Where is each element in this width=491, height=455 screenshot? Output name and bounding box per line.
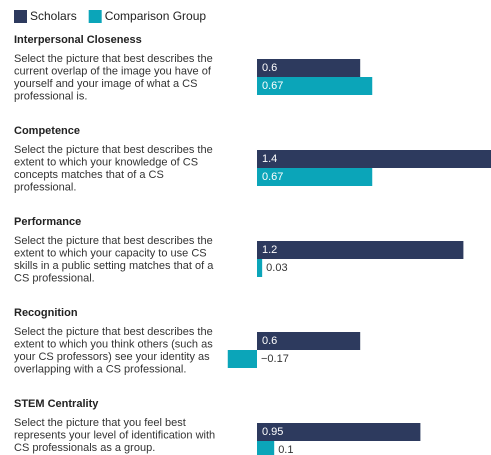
description-line: yourself and your image of what a CS (14, 78, 197, 90)
description-line: extent to which your knowledge of CS (14, 156, 198, 168)
description-line: CS professional. (14, 272, 95, 284)
description-line: represents your level of identification … (14, 429, 215, 441)
section-title: Performance (14, 216, 81, 228)
legend-swatch (88, 10, 102, 23)
bar (257, 168, 373, 186)
value-label: −0.17 (261, 353, 289, 365)
bar (257, 423, 421, 441)
bar (257, 259, 263, 277)
legend-swatch (14, 10, 27, 23)
description-line: Select the picture that best describes t… (14, 53, 213, 65)
value-label: 0.03 (266, 262, 287, 274)
bar (257, 77, 373, 95)
description-line: extent to which you think others (such a… (14, 338, 213, 350)
description-line: Select the picture that you feel best (14, 417, 186, 429)
bar (257, 241, 464, 259)
description-line: professional. (14, 181, 76, 193)
bar (257, 332, 361, 350)
description-line: Select the picture that best describes t… (14, 235, 213, 247)
description-line: concepts matches that of a CS (14, 169, 164, 181)
value-label: 0.67 (262, 80, 283, 92)
value-label: 0.67 (262, 171, 283, 183)
bar (227, 350, 257, 368)
value-label: 0.6 (262, 335, 277, 347)
section-title: Competence (14, 125, 80, 137)
legend-label: Scholars (30, 9, 77, 23)
section-title: STEM Centrality (14, 398, 99, 410)
value-label: 0.95 (262, 426, 283, 438)
legend-label: Comparison Group (105, 9, 207, 23)
description-line: Select the picture that best describes t… (14, 326, 213, 338)
section-title: Recognition (14, 307, 78, 319)
description-line: skills in a public setting matches that … (14, 260, 214, 272)
value-label: 1.4 (262, 153, 277, 165)
value-label: 0.1 (278, 444, 293, 455)
description-line: overlapping with a CS professional. (14, 363, 186, 375)
value-label: 0.6 (262, 62, 277, 74)
bar (257, 441, 275, 455)
description-line: professional is. (14, 90, 87, 102)
section-title: Interpersonal Closeness (14, 34, 142, 46)
description-line: CS professionals as a group. (14, 442, 155, 454)
bar (257, 59, 361, 77)
description-line: your CS professors) see your identity as (14, 351, 210, 363)
description-line: Select the picture that best describes t… (14, 144, 213, 156)
description-line: current overlap of the image you have of (14, 65, 212, 77)
bar (257, 150, 491, 168)
description-line: extent to which your capacity to use CS (14, 247, 207, 259)
value-label: 1.2 (262, 244, 277, 256)
